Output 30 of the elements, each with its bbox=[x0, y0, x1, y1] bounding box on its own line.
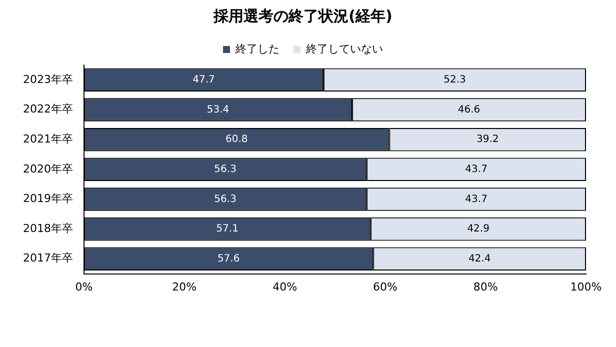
legend-label: 終了していない bbox=[305, 42, 383, 56]
x-tick-label: 40% bbox=[272, 280, 298, 294]
data-label: 42.4 bbox=[468, 253, 491, 264]
data-label: 57.1 bbox=[216, 224, 238, 235]
data-label: 52.3 bbox=[444, 74, 466, 86]
y-tick-label: 2022年卒 bbox=[22, 102, 73, 116]
data-label: 53.4 bbox=[206, 104, 230, 116]
data-label: 56.3 bbox=[214, 164, 236, 175]
data-label: 57.6 bbox=[217, 253, 240, 264]
data-label: 43.7 bbox=[465, 194, 488, 205]
y-tick-label: 2023年卒 bbox=[22, 72, 73, 86]
x-tick-label: 60% bbox=[372, 280, 398, 294]
x-tick-label: 100% bbox=[570, 280, 602, 294]
data-label: 60.8 bbox=[225, 134, 248, 146]
y-tick-label: 2019年卒 bbox=[22, 192, 73, 206]
data-label: 56.3 bbox=[214, 194, 236, 205]
y-tick-label: 2018年卒 bbox=[22, 222, 73, 235]
data-label: 42.9 bbox=[467, 224, 490, 235]
y-tick-label: 2020年卒 bbox=[22, 162, 73, 176]
data-label: 43.7 bbox=[465, 164, 488, 175]
data-label: 47.7 bbox=[192, 74, 215, 86]
y-tick-label: 2017年卒 bbox=[22, 252, 73, 265]
y-tick-label: 2021年卒 bbox=[22, 132, 73, 146]
x-tick-label: 0% bbox=[75, 280, 93, 294]
x-tick-label: 20% bbox=[172, 280, 197, 294]
x-tick-label: 80% bbox=[473, 280, 498, 294]
data-label: 39.2 bbox=[476, 134, 499, 146]
chart-title: 採用選考の終了状況(経年) bbox=[212, 6, 392, 25]
legend-label: 終了した bbox=[234, 42, 280, 56]
data-label: 46.6 bbox=[458, 104, 480, 116]
